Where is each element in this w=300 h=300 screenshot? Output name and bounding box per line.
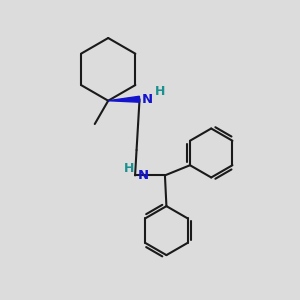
- Text: N: N: [142, 93, 153, 106]
- Polygon shape: [108, 96, 140, 102]
- Text: N: N: [137, 169, 148, 182]
- Text: H: H: [124, 162, 134, 175]
- Text: H: H: [155, 85, 166, 98]
